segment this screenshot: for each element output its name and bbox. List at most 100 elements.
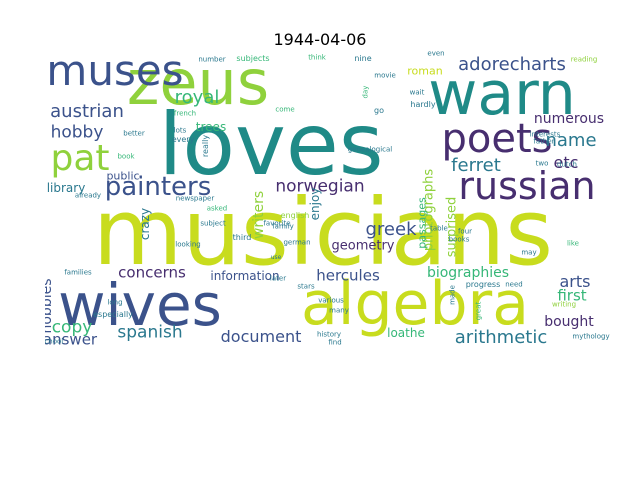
word-third: third (232, 233, 252, 242)
word-enjoy: enjoy (308, 187, 322, 221)
word-roman: roman (407, 64, 443, 78)
word-numerous: numerous (533, 111, 605, 127)
word-think: think (308, 53, 326, 62)
word-spanish: spanish (117, 322, 183, 343)
word-writers: writers (251, 190, 267, 240)
word-french: french (173, 109, 197, 118)
word-day: day (361, 85, 370, 99)
word-poets: poets (441, 116, 553, 162)
word-four: four (457, 227, 473, 236)
word-geometry: geometry (331, 238, 395, 254)
word-english: english (280, 211, 310, 220)
word-book: book (117, 152, 135, 161)
word-writing: writing (551, 300, 577, 309)
word-hardly: hardly (410, 100, 436, 109)
word-made: made (448, 285, 457, 305)
word-school: school (45, 337, 64, 345)
chart-title: 1944-04-06 (273, 30, 367, 49)
word-notes: notes (45, 88, 46, 110)
word-great: great (474, 301, 483, 321)
word-bought: bought (544, 314, 594, 330)
word-better: better (123, 129, 145, 138)
word-crazy: crazy (138, 207, 152, 241)
word-arithmetic: arithmetic (454, 327, 548, 346)
word-document: document (220, 327, 302, 345)
word-family: family (272, 222, 294, 231)
word-library: library (46, 181, 86, 195)
word-adorecharts: adorecharts (458, 54, 566, 75)
word-books: books (448, 235, 470, 244)
word-arts: arts (559, 272, 591, 291)
word-cloud: musicians loves algebra wives zeus warn muses p… (45, 50, 615, 345)
word-number: number (198, 55, 226, 64)
word-looking: looking (175, 240, 201, 249)
word-concerns: concerns (118, 263, 186, 282)
word-really: really (201, 134, 210, 158)
word-muses: muses (46, 50, 184, 95)
word-come: come (275, 105, 295, 114)
word-loves: loves (158, 95, 384, 195)
word-loathe: loathe (387, 326, 425, 340)
word-ferret: ferret (451, 155, 501, 176)
word-reading: reading (570, 55, 598, 64)
word-german: german (283, 238, 311, 247)
word-hobby: hobby (50, 122, 104, 143)
word-many: many (329, 306, 349, 315)
word-later: later (269, 274, 287, 283)
word-algebra: algebra (301, 269, 529, 339)
word-etc: etc (553, 153, 579, 172)
word-father: father (533, 137, 555, 146)
word-musicians: musicians (92, 179, 554, 286)
word-information: information (210, 269, 280, 283)
word-table: table (430, 224, 448, 233)
word-copy: copy (51, 317, 93, 338)
word-trees: trees (195, 120, 227, 134)
word-like: like (566, 239, 580, 248)
word-russian: russian (458, 164, 596, 208)
word-favorite: favorite (263, 219, 291, 228)
word-mythology: mythology (572, 332, 610, 341)
word-warn: warn (428, 59, 576, 129)
word-stars: stars (297, 282, 315, 291)
word-every: every (171, 135, 195, 144)
word-already: already (74, 191, 102, 200)
word-austrian: austrian (50, 101, 124, 122)
word-go: go (374, 106, 384, 115)
word-various: various (318, 296, 344, 305)
word-norwegian: norwegian (275, 176, 365, 197)
word-answer: answer (45, 330, 98, 345)
word-asked: asked (206, 204, 228, 213)
word-hercules: hercules (316, 266, 380, 285)
word-find: find (328, 338, 342, 345)
word-greek: greek (365, 219, 417, 240)
word-zeus: zeus (126, 50, 270, 119)
word-wait: wait (409, 88, 425, 97)
word-families: families (64, 268, 92, 277)
word-even: even (427, 50, 445, 58)
word-movie: movie (374, 71, 396, 80)
word-biographies: biographies (426, 265, 510, 281)
word-pat: pat (50, 138, 110, 179)
word-use: use (270, 254, 282, 261)
word-public: public (106, 169, 140, 183)
word-dutch: dutch (557, 160, 577, 169)
word-passages: passages (415, 197, 429, 249)
word-subject: subject (200, 219, 226, 228)
word-long: long (107, 298, 123, 307)
word-painters: painters (104, 172, 212, 202)
word-genealogical: genealogical (347, 145, 393, 154)
word-first: first (557, 286, 587, 305)
word-royal: royal (174, 87, 220, 108)
word-especially: especially (93, 310, 133, 319)
word-subjects: subjects (236, 54, 270, 63)
word-interests: interests (529, 130, 561, 139)
word-lots: lots (173, 126, 187, 135)
word-history: history (316, 330, 342, 339)
word-hobbies: hobbies (45, 278, 55, 334)
word-nine: nine (354, 54, 372, 63)
word-two: two (535, 159, 549, 168)
word-name: name (545, 130, 597, 151)
word-newspaper: newspaper (175, 194, 215, 203)
word-wives: wives (58, 271, 222, 339)
word-progress: progress (465, 280, 501, 289)
